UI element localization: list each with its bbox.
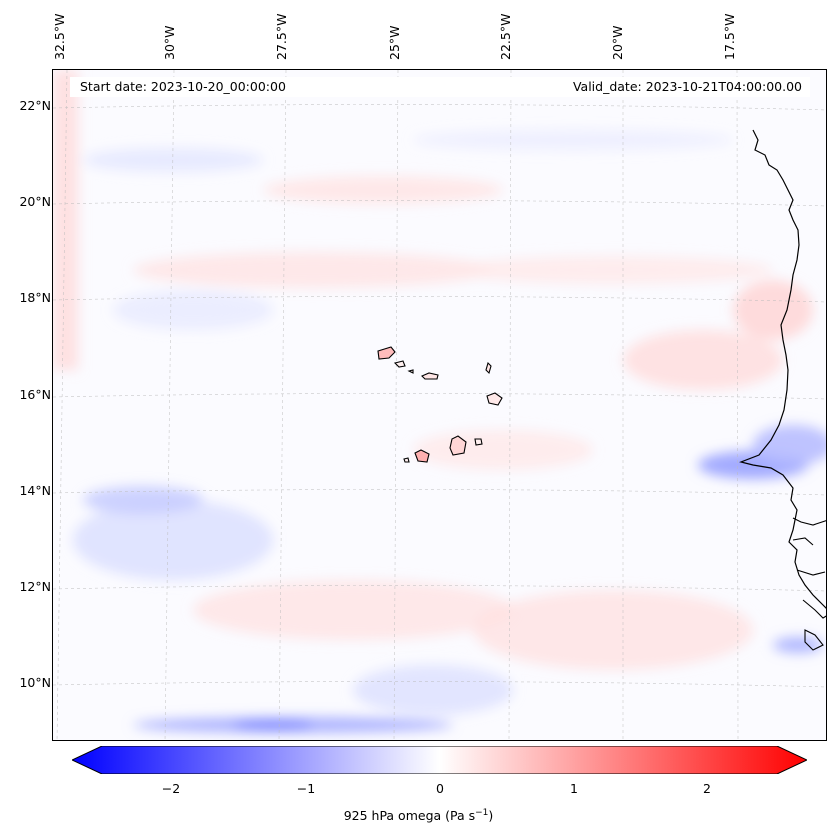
lat-label-18n: 18°N — [19, 290, 51, 305]
cape-verde-islands — [377, 346, 503, 463]
omega-field — [53, 70, 826, 740]
start-date-label: Start date: 2023-10-20_00:00:00 — [80, 79, 286, 94]
lon-label-17-5w: 17.5°W — [722, 13, 737, 60]
lat-label-20n: 20°N — [19, 194, 51, 209]
lon-label-20w: 20°W — [610, 25, 625, 60]
africa-coastline — [739, 129, 826, 609]
colorbar-tick-neg2: −2 — [161, 781, 181, 796]
omega-map: Start date: 2023-10-20_00:00:00 Valid_da… — [52, 69, 827, 741]
lon-label-25w: 25°W — [387, 25, 402, 60]
valid-date-label: Valid_date: 2023-10-21T04:00:00.00 — [572, 79, 802, 94]
lat-label-22n: 22°N — [19, 98, 51, 113]
colorbar — [72, 746, 807, 774]
graticule — [53, 70, 826, 740]
date-info-bar: Start date: 2023-10-20_00:00:00 Valid_da… — [70, 77, 810, 97]
colorbar-tick-1: 1 — [570, 781, 578, 796]
colorbar-label: 925 hPa omega (Pa s−1) — [343, 808, 494, 824]
colorbar-tick-neg1: −1 — [296, 781, 316, 796]
colorbar-gradient — [72, 746, 807, 774]
lon-label-30w: 30°W — [162, 25, 177, 60]
lon-label-32-5w: 32.5°W — [52, 13, 67, 60]
colorbar-tick-2: 2 — [703, 781, 711, 796]
lat-label-16n: 16°N — [19, 387, 51, 402]
colorbar-tick-0: 0 — [436, 781, 444, 796]
lat-label-14n: 14°N — [19, 483, 51, 498]
lat-label-10n: 10°N — [19, 675, 51, 690]
africa-coastline-south — [792, 517, 826, 651]
omega-shading — [53, 70, 826, 733]
lon-label-22-5w: 22.5°W — [498, 13, 513, 60]
lat-label-12n: 12°N — [19, 579, 51, 594]
lon-label-27-5w: 27.5°W — [274, 13, 289, 60]
